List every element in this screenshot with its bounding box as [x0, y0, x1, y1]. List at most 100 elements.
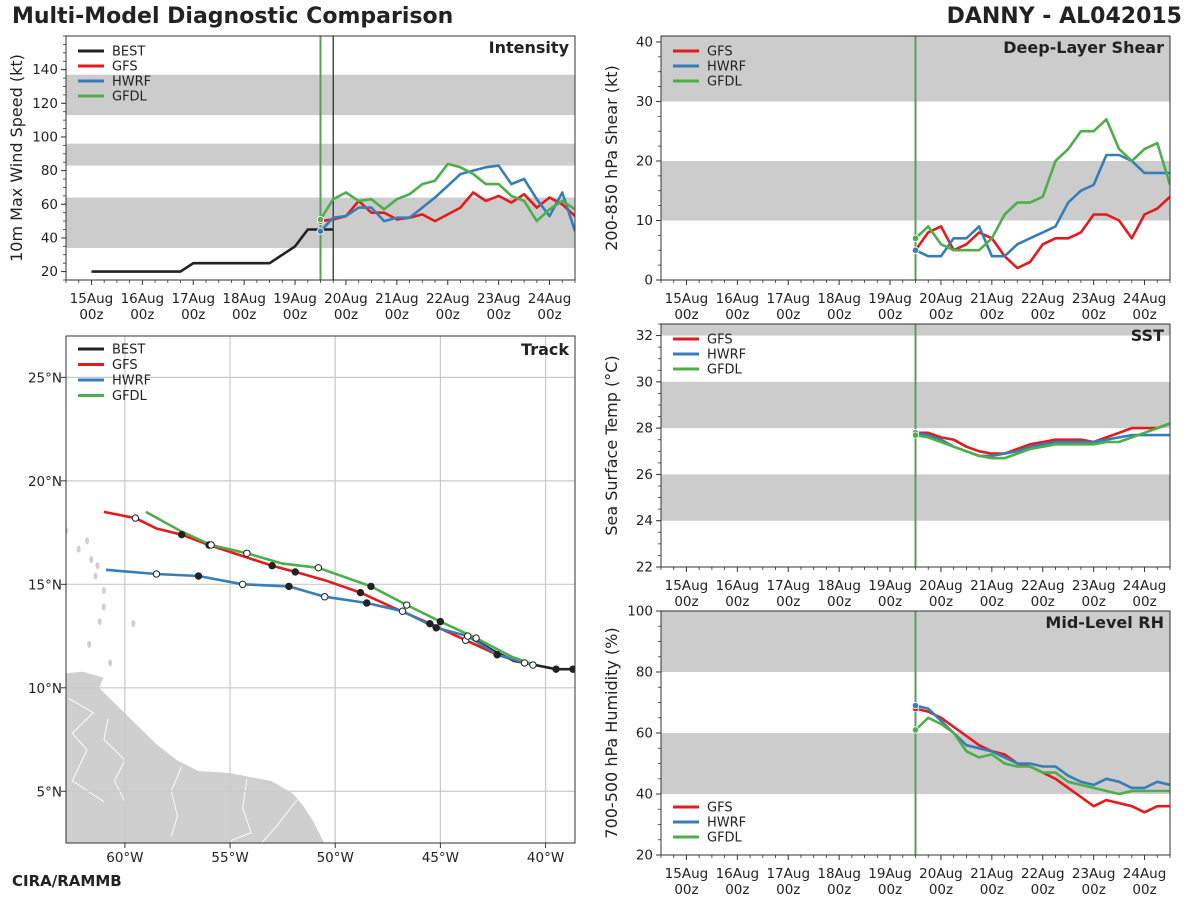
- series-group: [91, 162, 575, 273]
- x-tick-label: 60°W: [106, 850, 143, 866]
- x-tick-label-day: 18Aug: [817, 291, 861, 307]
- x-tick-label-day: 16Aug: [716, 291, 760, 307]
- y-tick-label: 120: [32, 96, 58, 112]
- legend-label-gfdl: GFDL: [707, 75, 743, 90]
- x-tick-label-day: 22Aug: [426, 291, 470, 307]
- y-tick-label: 60: [636, 726, 653, 742]
- legend-label-gfdl: GFDL: [112, 90, 148, 105]
- country-border: [170, 766, 183, 837]
- x-tick-label-hour: 00z: [537, 307, 561, 323]
- legend-label-gfs: GFS: [707, 801, 733, 816]
- track-line-gfs: [103, 510, 525, 665]
- x-tick-label-hour: 00z: [929, 307, 953, 323]
- x-tick-label-day: 23Aug: [477, 291, 521, 307]
- track-point-hwrf: [238, 580, 247, 589]
- x-tick-label-day: 18Aug: [817, 866, 861, 882]
- legend-label-gfdl: GFDL: [707, 363, 743, 378]
- x-tick-label: 45°W: [422, 850, 459, 866]
- x-tick-label-day: 24Aug: [1123, 291, 1167, 307]
- x-tick-label-hour: 00z: [980, 882, 1004, 898]
- legend-label-best: BEST: [112, 45, 145, 60]
- y-tick-label: 100: [32, 129, 58, 145]
- x-tick-label-day: 21Aug: [970, 578, 1014, 594]
- country-border: [261, 799, 298, 843]
- track-point-hwrf: [285, 582, 293, 591]
- series-line-gfs: [320, 191, 575, 223]
- x-tick-label-day: 21Aug: [970, 866, 1014, 882]
- island: [95, 562, 100, 570]
- x-tick-label-day: 16Aug: [716, 866, 760, 882]
- legend-label-gfs: GFS: [707, 45, 733, 60]
- x-tick-label-hour: 00z: [1082, 882, 1106, 898]
- track-point-hwrf: [194, 572, 203, 580]
- x-tick-label-hour: 00z: [436, 307, 460, 323]
- legend-label-gfs: GFS: [112, 358, 138, 373]
- legend-label-best: BEST: [112, 343, 145, 358]
- legend-label-gfs: GFS: [707, 333, 733, 348]
- x-tick-label-hour: 00z: [1031, 307, 1055, 323]
- panel-sst: 22242628303215Aug00z16Aug00z17Aug00z18Au…: [602, 323, 1171, 610]
- x-tick-label: 55°W: [211, 850, 248, 866]
- series-line-gfdl: [914, 118, 1170, 252]
- y-tick-label: 10°N: [28, 681, 62, 697]
- south-america-landmass: [66, 670, 326, 843]
- legend-label-hwrf: HWRF: [112, 75, 151, 90]
- series-group: [911, 701, 1170, 814]
- x-tick-label-hour: 00z: [1031, 882, 1055, 898]
- y-axis-label: 700-500 hPa Humidity (%): [602, 627, 621, 838]
- track-point-hwrf: [398, 607, 407, 615]
- y-tick-label: 20°N: [28, 474, 62, 490]
- x-tick-label-day: 20Aug: [919, 291, 963, 307]
- y-tick-label: 80: [41, 163, 58, 179]
- x-tick-label-day: 20Aug: [919, 578, 963, 594]
- track-line-gfdl: [145, 510, 536, 667]
- chart-title: Deep-Layer Shear: [1003, 38, 1164, 57]
- x-tick-label: 50°W: [317, 850, 354, 866]
- island: [101, 587, 106, 595]
- y-axis-label: 200-850 hPa Shear (kt): [602, 65, 621, 251]
- x-tick-label-day: 22Aug: [1021, 578, 1065, 594]
- x-tick-label-day: 17Aug: [766, 866, 810, 882]
- chart-title: Mid-Level RH: [1045, 613, 1164, 632]
- x-tick-label-day: 18Aug: [222, 291, 266, 307]
- x-tick-label-day: 16Aug: [716, 578, 760, 594]
- track-point-gfs: [356, 588, 365, 597]
- y-tick-label: 32: [636, 328, 653, 344]
- chart-title: SST: [1131, 326, 1164, 345]
- series-line-gfs: [914, 195, 1170, 270]
- island: [93, 572, 98, 580]
- x-tick-label-hour: 00z: [283, 307, 307, 323]
- y-tick-label: 40: [41, 230, 58, 246]
- x-tick-label-day: 16Aug: [121, 291, 165, 307]
- track-point-gfdl: [207, 541, 215, 549]
- track-point-gfdl: [314, 564, 323, 572]
- y-tick-label: 60: [41, 197, 58, 213]
- track-point-gfdl: [367, 582, 375, 591]
- series-line-best: [91, 228, 334, 273]
- x-tick-label-day: 24Aug: [1123, 866, 1167, 882]
- y-tick-label: 140: [32, 62, 58, 78]
- y-tick-label: 10: [636, 213, 653, 229]
- x-tick-label-day: 24Aug: [528, 291, 572, 307]
- x-tick-label-day: 15Aug: [70, 291, 114, 307]
- y-axis-label: Sea Surface Temp (°C): [602, 355, 621, 535]
- track-point-best: [569, 665, 575, 673]
- series-line-gfdl: [915, 422, 1170, 460]
- x-tick-label-hour: 00z: [674, 594, 698, 610]
- legend-label-hwrf: HWRF: [112, 374, 151, 389]
- country-border: [67, 697, 105, 802]
- legend-label-gfdl: GFDL: [112, 389, 148, 404]
- y-tick-label: 20: [636, 153, 653, 169]
- y-tick-label: 20: [41, 264, 58, 280]
- country-border: [229, 778, 252, 842]
- series-start-point-hwrf: [316, 227, 325, 235]
- x-tick-label-hour: 00z: [1132, 307, 1156, 323]
- x-tick-label-hour: 00z: [980, 307, 1004, 323]
- x-tick-label-day: 22Aug: [1021, 291, 1065, 307]
- y-tick-label: 20: [636, 848, 653, 864]
- x-tick-label-hour: 00z: [79, 307, 103, 323]
- x-tick-label-hour: 00z: [878, 594, 902, 610]
- y-tick-label: 24: [636, 513, 653, 529]
- track-point-gfs: [177, 530, 186, 539]
